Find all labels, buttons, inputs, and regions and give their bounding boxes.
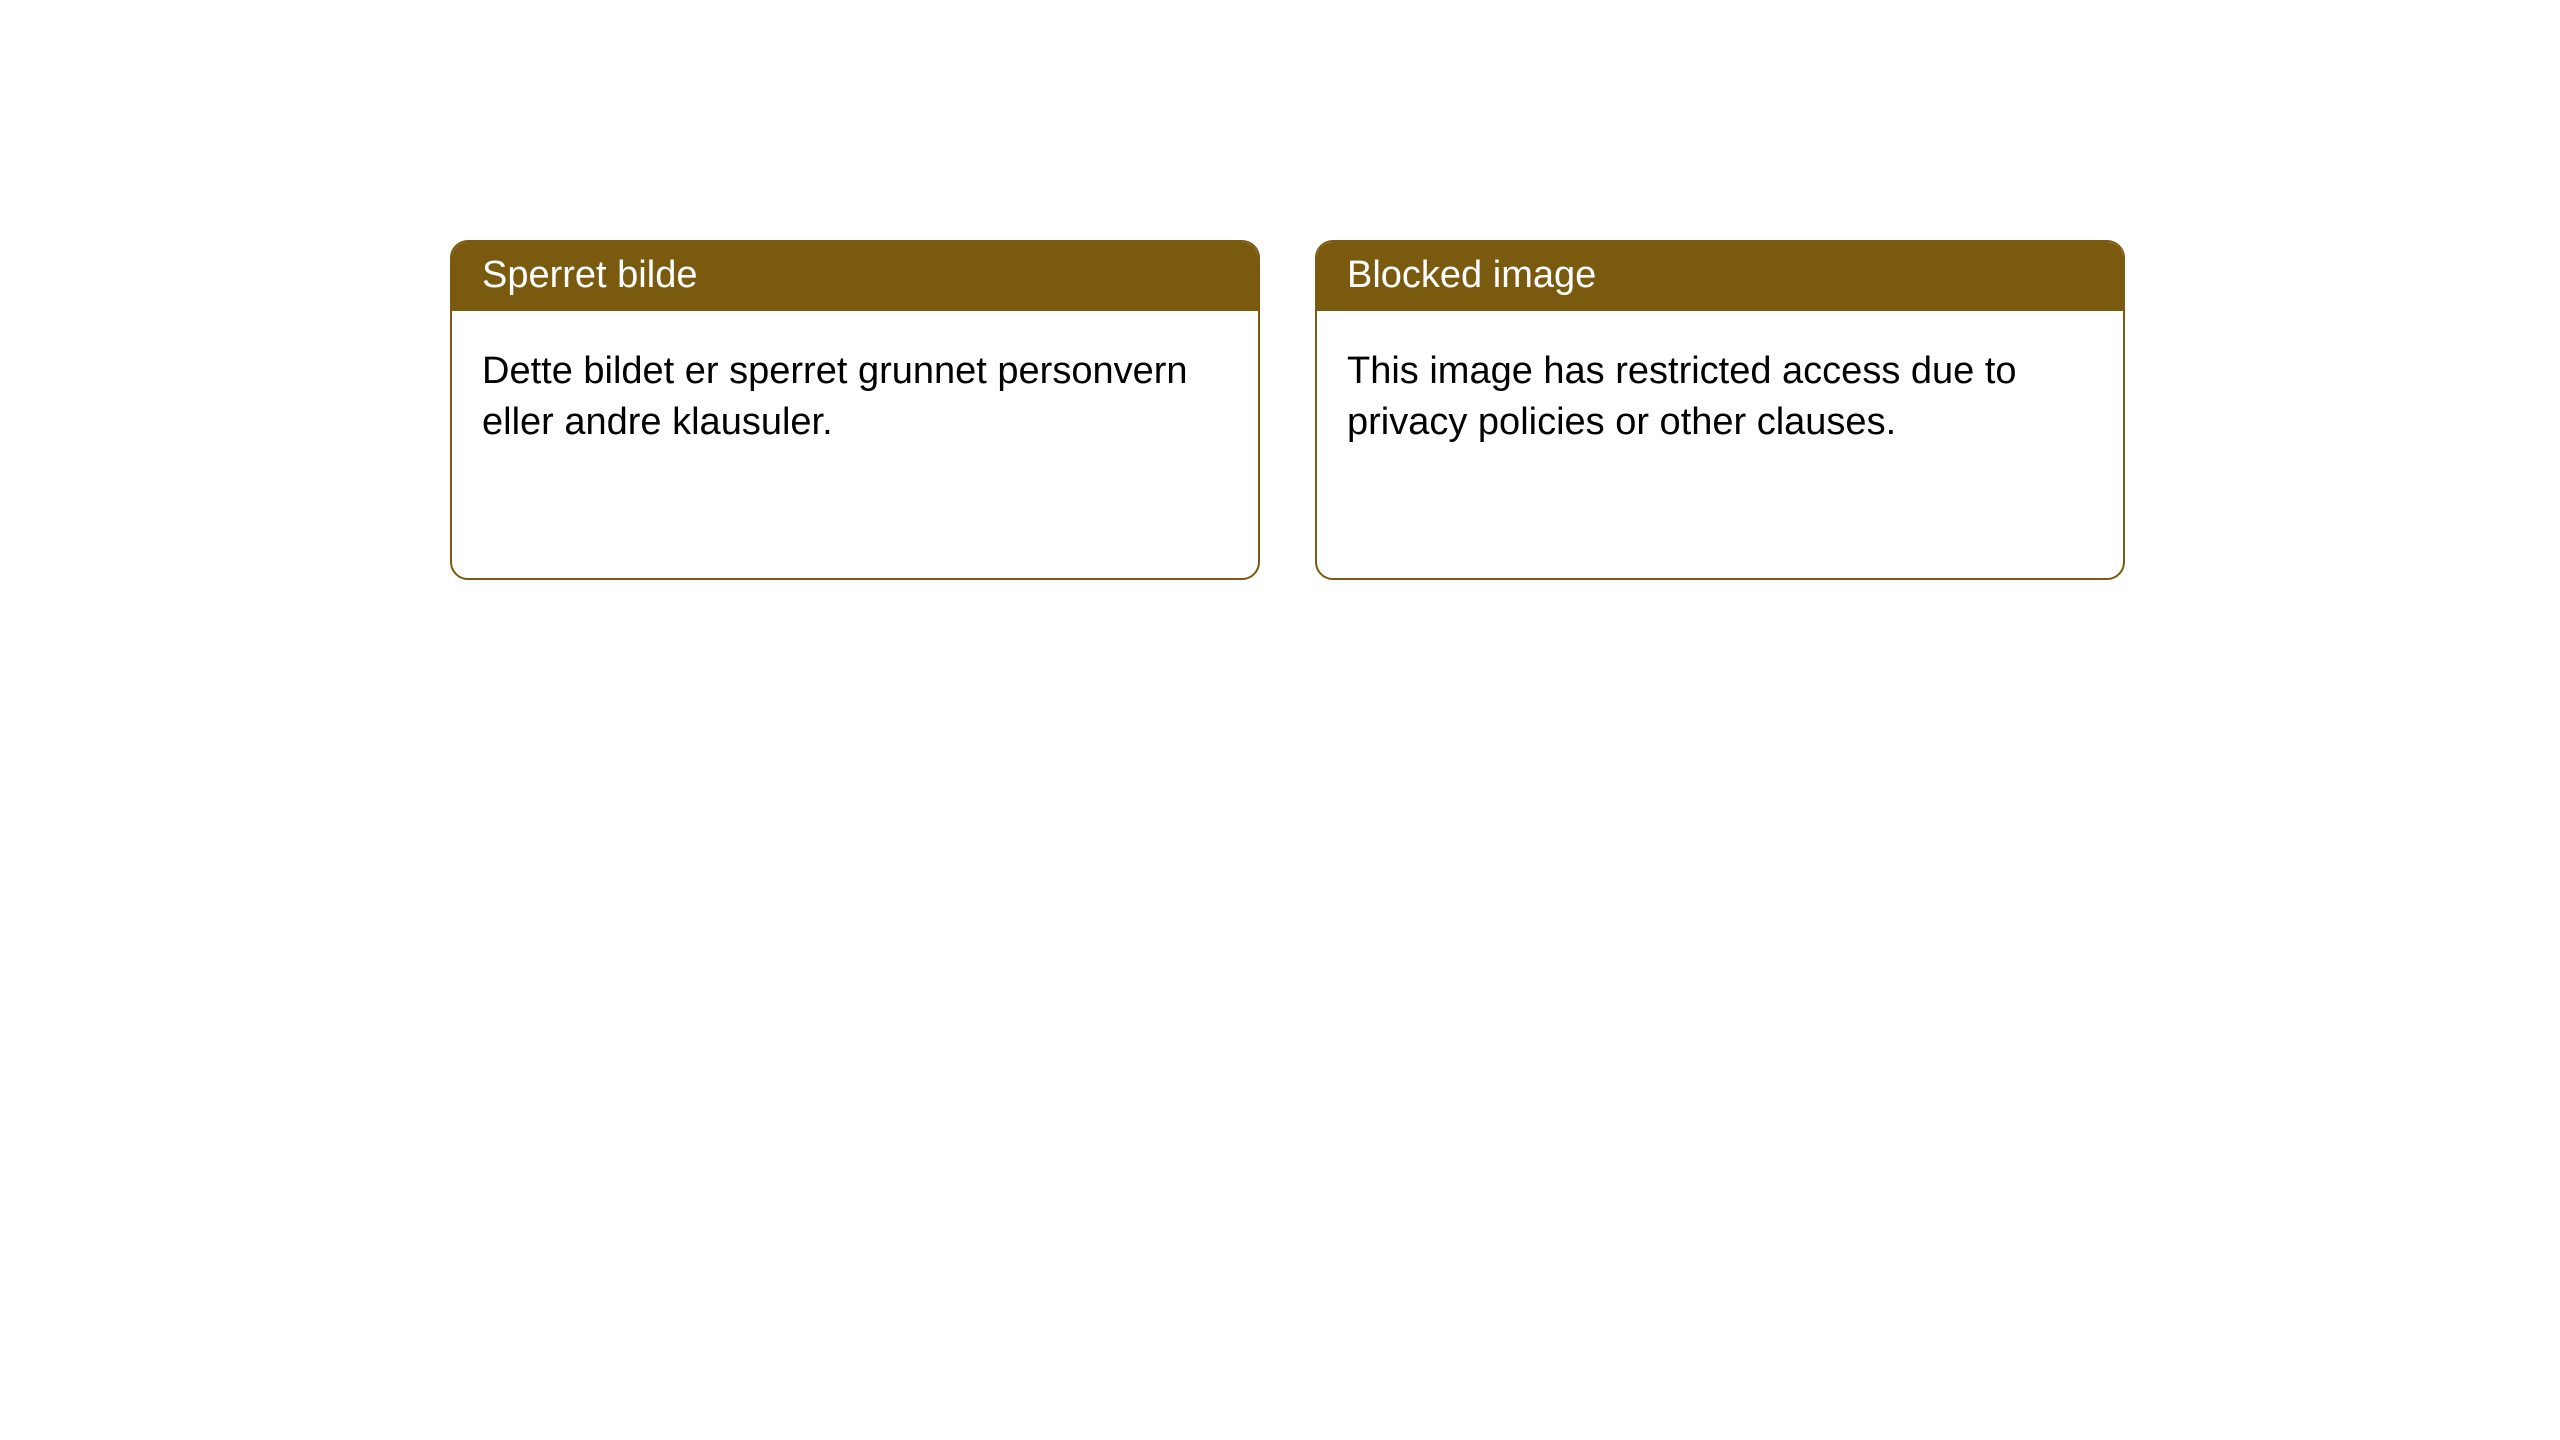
card-body-text: This image has restricted access due to … xyxy=(1317,311,2123,479)
card-title: Blocked image xyxy=(1317,242,2123,311)
card-title: Sperret bilde xyxy=(452,242,1258,311)
notice-card-norwegian: Sperret bilde Dette bildet er sperret gr… xyxy=(450,240,1260,580)
notice-card-english: Blocked image This image has restricted … xyxy=(1315,240,2125,580)
card-body-text: Dette bildet er sperret grunnet personve… xyxy=(452,311,1258,479)
notice-container: Sperret bilde Dette bildet er sperret gr… xyxy=(0,0,2560,580)
